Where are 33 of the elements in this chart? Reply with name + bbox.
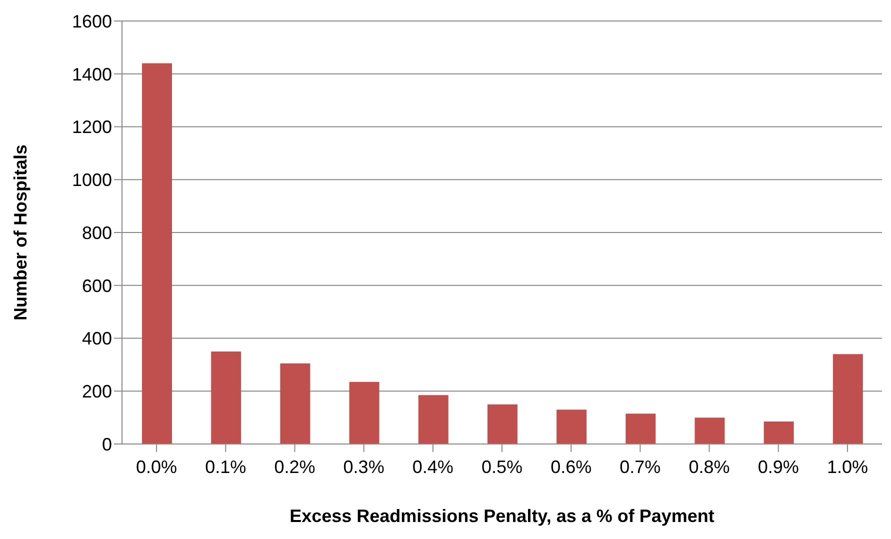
y-tick-label: 200 <box>82 382 112 402</box>
x-tick-label: 0.1% <box>205 456 246 477</box>
bar <box>694 418 725 444</box>
y-tick-label: 1600 <box>72 11 112 32</box>
y-tick-label: 1000 <box>72 170 112 190</box>
bar <box>832 354 863 444</box>
y-tick-label: 1200 <box>72 117 112 138</box>
x-tick-label: 0.3% <box>343 456 384 477</box>
bar <box>211 351 242 444</box>
bar <box>764 422 794 444</box>
bar <box>556 410 587 444</box>
x-tick-label: 0.5% <box>481 456 523 477</box>
y-tick-label: 800 <box>82 222 112 243</box>
y-tick-label: 1400 <box>72 64 112 84</box>
y-tick-label: 0 <box>102 434 112 454</box>
bar <box>487 404 518 444</box>
x-axis-title: Excess Readmissions Penalty, as a % of Payment <box>290 506 714 526</box>
bar <box>142 63 172 444</box>
x-tick-label: 0.2% <box>274 456 316 477</box>
bar <box>280 363 310 444</box>
x-tick-label: 1.0% <box>826 456 868 477</box>
y-tick-label: 600 <box>82 276 112 296</box>
x-tick-label: 0.6% <box>550 456 592 477</box>
x-tick-label: 0.0% <box>136 456 178 477</box>
y-tick-label: 400 <box>82 328 112 349</box>
x-tick-label: 0.8% <box>688 456 730 477</box>
bar <box>418 395 448 444</box>
x-tick-label: 0.4% <box>412 456 454 477</box>
y-axis-title: Number of Hospitals <box>10 144 30 321</box>
bar <box>626 414 656 444</box>
x-tick-label: 0.9% <box>758 456 799 477</box>
bar <box>349 382 380 444</box>
x-tick-label: 0.7% <box>620 456 661 477</box>
